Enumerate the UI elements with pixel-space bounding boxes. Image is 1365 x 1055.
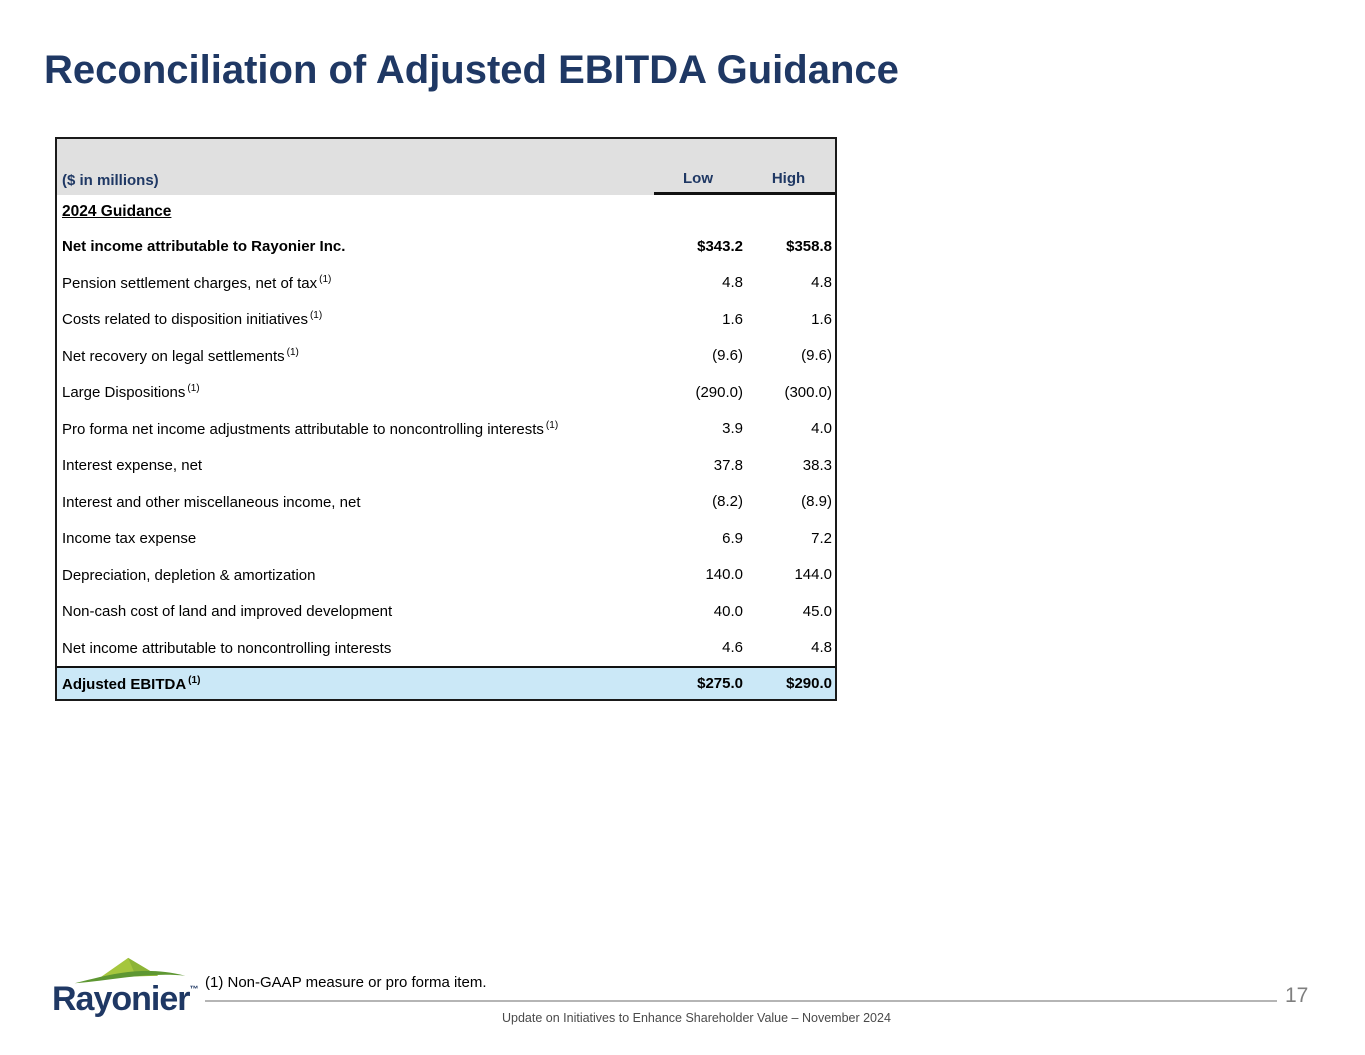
- column-header-low: Low: [683, 170, 713, 187]
- row-label-text: Pro forma net income adjustments attribu…: [62, 420, 544, 438]
- row-high-value: 7.2: [811, 529, 832, 547]
- row-label: Income tax expense: [57, 529, 653, 547]
- row-low-value: 1.6: [722, 310, 743, 328]
- row-label-text: Interest expense, net: [62, 457, 203, 475]
- footnote-ref-icon: (1): [319, 273, 332, 285]
- table-row: Pro forma net income adjustments attribu…: [57, 411, 835, 448]
- row-low-value: 4.6: [722, 639, 743, 657]
- trademark-symbol: ™: [189, 984, 199, 994]
- row-label-text: Pension settlement charges, net of tax: [62, 274, 318, 292]
- row-low-value: 37.8: [713, 456, 743, 474]
- table-row: Interest and other miscellaneous income,…: [57, 484, 835, 521]
- row-high-value: (9.6): [801, 347, 832, 365]
- row-low-value: (8.2): [712, 493, 743, 511]
- row-high-value: 4.8: [811, 639, 832, 657]
- row-high-value: 1.6: [811, 310, 832, 328]
- row-low-value: 140.0: [705, 566, 743, 584]
- footnote-text: (1) Non-GAAP measure or pro forma item.: [205, 974, 487, 991]
- section-header-row: 2024 Guidance: [57, 195, 835, 228]
- section-header-label: 2024 Guidance: [62, 202, 172, 220]
- table-row: Net income attributable to noncontrollin…: [57, 630, 835, 667]
- table-row: Net recovery on legal settlements (1) (9.…: [57, 338, 835, 375]
- row-label-text: Costs related to disposition initiatives: [62, 311, 308, 329]
- row-high-value: 45.0: [802, 602, 832, 620]
- logo-leaf-swoosh-icon: [74, 957, 186, 984]
- row-label: Net income attributable to noncontrollin…: [57, 639, 653, 657]
- table-row: Large Dispositions (1) (290.0) (300.0): [57, 374, 835, 411]
- row-low-value: 40.0: [713, 602, 743, 620]
- row-label-text: Interest and other miscellaneous income,…: [62, 493, 361, 511]
- row-low-value: 4.8: [722, 274, 743, 292]
- row-label-text: Net income attributable to noncontrollin…: [62, 639, 392, 657]
- total-low-value: $275.0: [697, 675, 743, 692]
- row-label-text: Large Dispositions: [62, 384, 186, 402]
- table-header-band: ($ in millions) Low High: [57, 139, 835, 195]
- footnote-ref-icon: (1): [188, 674, 201, 686]
- total-row: Adjusted EBITDA (1) $275.0 $290.0: [57, 666, 835, 699]
- row-label: Interest and other miscellaneous income,…: [57, 493, 653, 511]
- row-high-value: (300.0): [784, 383, 832, 401]
- footnote-ref-icon: (1): [309, 310, 323, 322]
- row-label-text: Net income attributable to Rayonier Inc.: [62, 238, 346, 256]
- row-label: Non-cash cost of land and improved devel…: [57, 602, 653, 620]
- row-label: Interest expense, net: [57, 456, 653, 474]
- table-row: Depreciation, depletion & amortization 1…: [57, 557, 835, 594]
- table-row: Non-cash cost of land and improved devel…: [57, 593, 835, 630]
- row-high-value: 4.8: [811, 274, 832, 292]
- row-label: Costs related to disposition initiatives…: [57, 310, 653, 328]
- footnote-ref-icon: (1): [286, 346, 299, 358]
- row-low-value: (9.6): [712, 347, 743, 365]
- footnote-ref-icon: (1): [545, 419, 559, 431]
- row-label-text: Non-cash cost of land and improved devel…: [62, 603, 393, 621]
- footnote-ref-icon: (1): [187, 383, 200, 395]
- row-low-value: $343.2: [697, 237, 743, 255]
- table-row: Net income attributable to Rayonier Inc.…: [57, 228, 835, 265]
- row-low-value: (290.0): [695, 383, 743, 401]
- table-row: Pension settlement charges, net of tax (1…: [57, 265, 835, 302]
- row-high-value: 38.3: [802, 456, 832, 474]
- table-rows: Net income attributable to Rayonier Inc.…: [57, 228, 835, 666]
- column-headers: Low High: [654, 170, 835, 195]
- row-label: Depreciation, depletion & amortization: [57, 566, 653, 584]
- rayonier-logo: Rayonier™: [52, 956, 199, 1016]
- units-label: ($ in millions): [62, 172, 159, 189]
- row-label-text: Income tax expense: [62, 530, 197, 548]
- total-high-value: $290.0: [786, 675, 832, 692]
- row-label: Net recovery on legal settlements (1): [57, 347, 653, 365]
- table-row: Interest expense, net 37.8 38.3: [57, 447, 835, 484]
- row-label: Large Dispositions (1): [57, 383, 653, 401]
- page-title: Reconciliation of Adjusted EBITDA Guidan…: [44, 48, 899, 92]
- row-label: Pro forma net income adjustments attribu…: [57, 420, 653, 438]
- row-low-value: 6.9: [722, 529, 743, 547]
- row-high-value: (8.9): [801, 493, 832, 511]
- row-high-value: 144.0: [794, 566, 832, 584]
- row-label-text: Net recovery on legal settlements: [62, 347, 285, 365]
- ebitda-reconciliation-table: ($ in millions) Low High 2024 Guidance N…: [55, 137, 837, 701]
- page-number: 17: [1285, 984, 1309, 1007]
- row-low-value: 3.9: [722, 420, 743, 438]
- footer-divider: [205, 1000, 1277, 1002]
- row-high-value: $358.8: [786, 237, 832, 255]
- logo-wordmark: Rayonier™: [52, 982, 199, 1016]
- row-label-text: Depreciation, depletion & amortization: [62, 566, 316, 584]
- row-label: Pension settlement charges, net of tax (1…: [57, 274, 653, 292]
- total-row-label-text: Adjusted EBITDA: [62, 675, 187, 693]
- row-label: Net income attributable to Rayonier Inc.: [57, 237, 653, 255]
- logo-wordmark-text: Rayonier: [52, 980, 190, 1018]
- table-row: Income tax expense 6.9 7.2: [57, 520, 835, 557]
- total-row-label: Adjusted EBITDA (1): [57, 675, 653, 693]
- column-header-high: High: [771, 170, 806, 187]
- footer-caption: Update on Initiatives to Enhance Shareho…: [502, 1011, 891, 1025]
- table-row: Costs related to disposition initiatives…: [57, 301, 835, 338]
- row-high-value: 4.0: [811, 420, 832, 438]
